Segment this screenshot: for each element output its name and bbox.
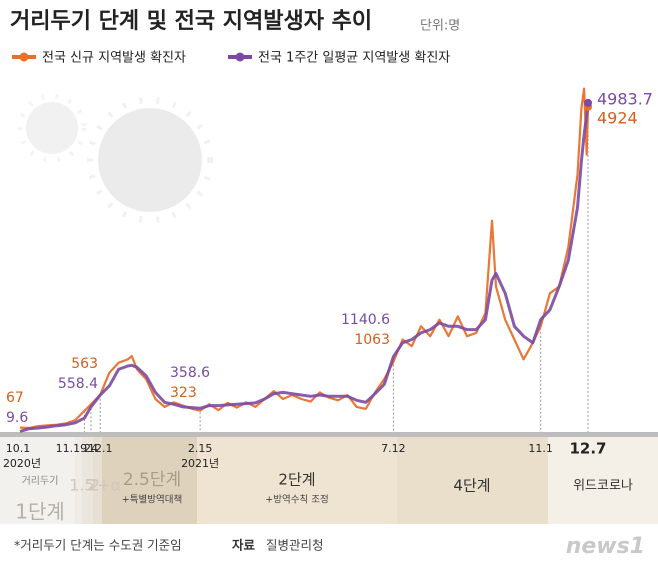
year-label: 2020년 [3,457,41,470]
x-tick-label: 12.1 [88,442,113,455]
stage-label: 2단계 [278,471,315,489]
legend-marker [19,52,29,62]
data-label: 558.4 [58,376,98,392]
x-tick-label: 2.15 [188,442,213,455]
stage-band [93,436,102,524]
legend-label: 전국 신규 지역발생 확진자 [42,51,186,66]
stage-note: +특별방역대책 [122,495,182,506]
unit-label: 단위:명 [420,19,460,34]
legend: 전국 신규 지역발생 확진자 전국 1주간 일평균 지역발생 확진자 [12,51,450,66]
data-label: 323 [170,385,197,401]
footnote: *거리두기 단계는 수도권 기준임 [14,538,182,553]
x-tick-label: 12.7 [569,440,606,458]
stage-label: 2 [90,476,100,495]
stage-band [82,436,93,524]
x-axis [0,432,658,437]
stage-label: 1.5 [69,476,94,495]
stage-band [397,436,548,524]
x-tick-label: 11.1 [528,442,553,455]
stage-note: +방역수칙 조정 [265,495,328,506]
stage-label: 1단계 [15,500,65,524]
stage-band [0,436,75,524]
chart-title: 거리두기 단계 및 전국 지역발생자 추이 [10,9,372,34]
x-tick-label: 7.12 [381,442,406,455]
data-label: 358.6 [170,365,210,381]
series-line [19,102,590,433]
x-tick-label: 11.19 [56,442,88,455]
logo: news1 [566,534,645,559]
data-label: 4924 [597,109,638,128]
stage-note: 거리두기 [22,475,59,487]
source-label: 자료 [232,538,256,553]
stage-band [548,436,658,524]
data-label: 9.6 [6,410,28,426]
year-label: 2021년 [181,457,219,470]
data-label: 563 [71,356,98,372]
data-label: 67 [6,390,24,406]
data-label: 1140.6 [341,312,390,328]
virus-illustration [17,93,213,223]
x-tick-label: 24 [84,442,98,455]
stage-label: 2+α [87,476,121,495]
stage-label: 4단계 [453,477,490,495]
data-label: 1063 [354,332,390,348]
stage-label: 위드코로나 [573,479,633,494]
source: 질병관리청 [266,538,324,553]
legend-label: 전국 1주간 일평균 지역발생 확진자 [258,51,450,66]
stage-band [197,436,397,524]
stage-band [102,436,197,524]
stage-label: 2.5단계 [123,470,181,490]
end-marker [584,98,592,107]
data-label: 4983.7 [597,90,653,109]
x-tick-label: 10.1 [6,442,31,455]
stage-band [75,436,82,524]
legend-marker [235,52,245,62]
